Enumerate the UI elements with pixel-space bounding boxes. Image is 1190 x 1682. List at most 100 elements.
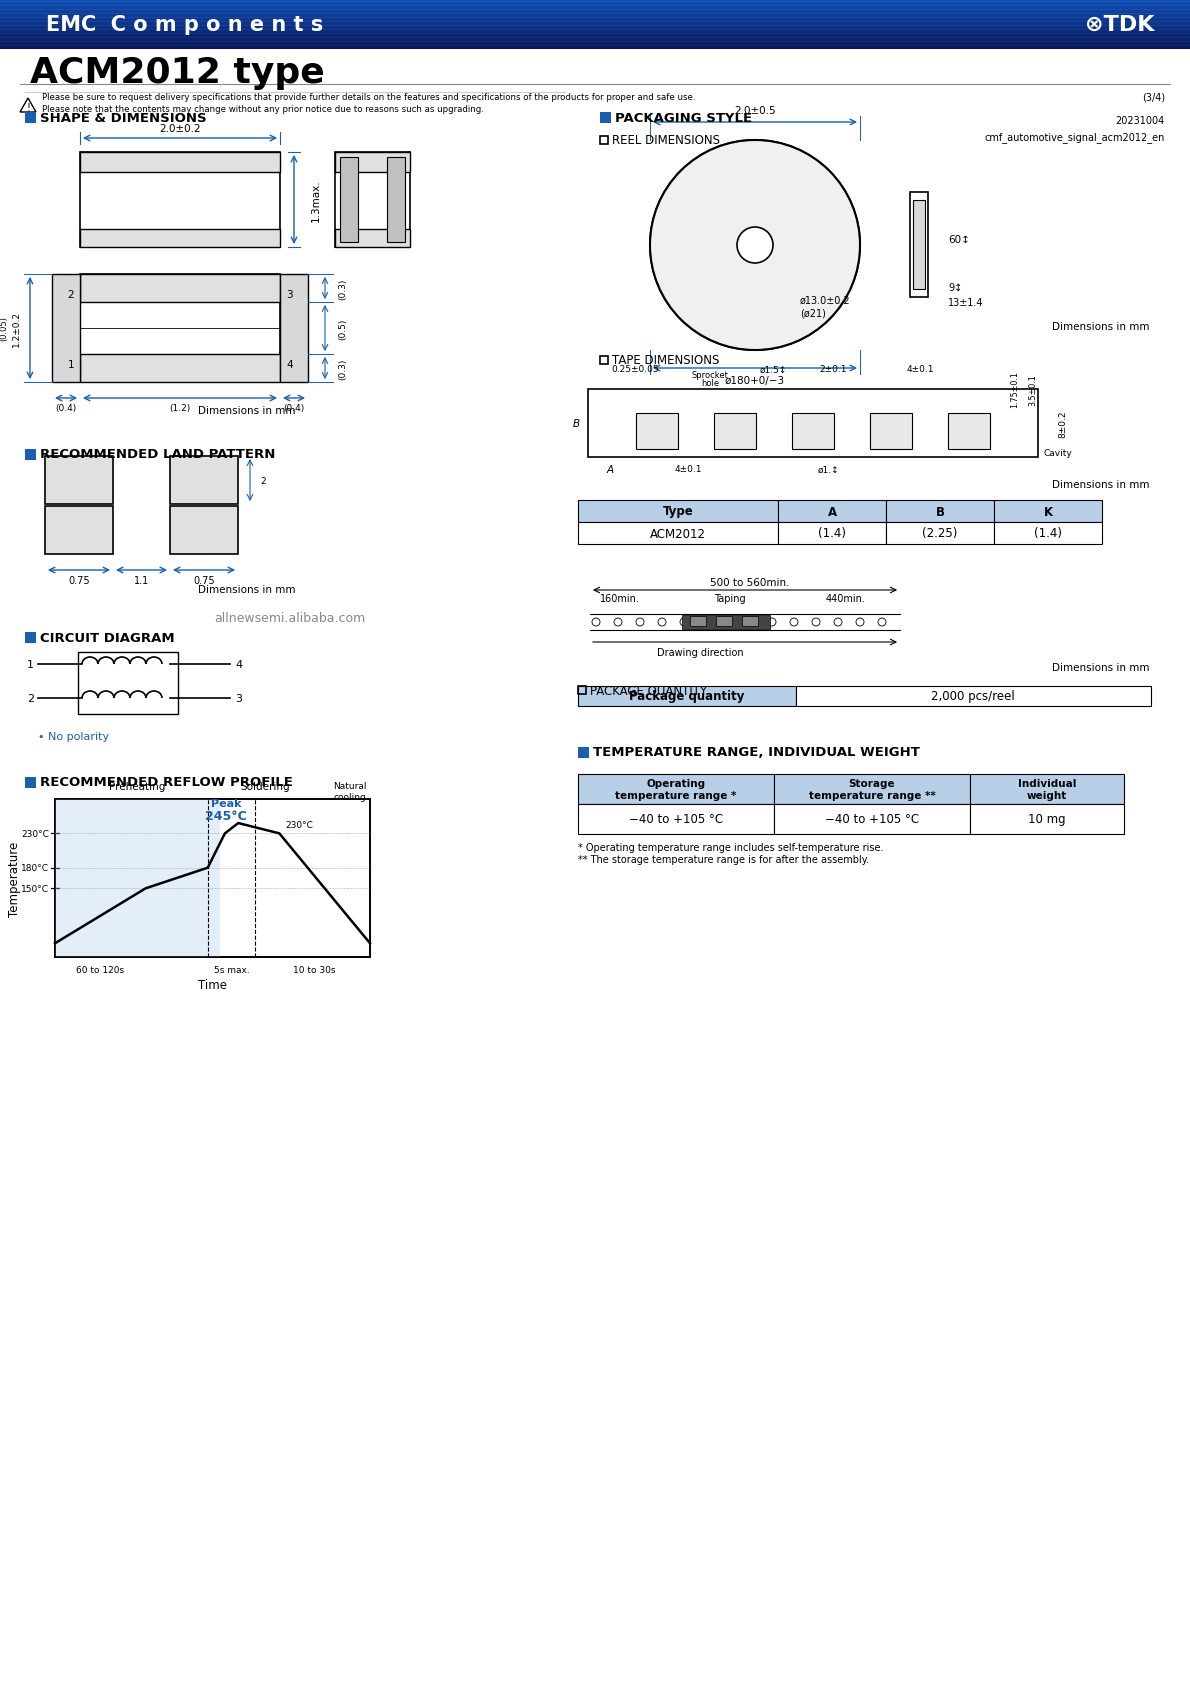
Bar (0, 42, 1190, 44)
Text: ACM2012: ACM2012 (650, 526, 706, 540)
Bar (0, 15, 1190, 17)
Text: 4: 4 (234, 659, 242, 669)
Bar (887, 523, 994, 545)
Bar (80, 230, 280, 247)
Bar (0, 32, 1190, 34)
Circle shape (719, 395, 733, 410)
Bar (45, 506, 113, 555)
Text: 1: 1 (68, 360, 74, 370)
Bar (0, 2, 1190, 3)
Text: 1.3max.: 1.3max. (311, 178, 321, 222)
Text: ø1.↕: ø1.↕ (818, 466, 839, 474)
Text: 13±1.4: 13±1.4 (948, 298, 983, 308)
Bar (994, 501, 1102, 523)
Text: Dimensions in mm: Dimensions in mm (1052, 479, 1150, 489)
Text: Operating
temperature range *: Operating temperature range * (615, 779, 737, 801)
Text: RECOMMENDED LAND PATTERN: RECOMMENDED LAND PATTERN (40, 447, 275, 461)
Bar (0, 39, 1190, 40)
Text: Type: Type (663, 505, 694, 518)
Bar (778, 501, 887, 523)
Bar (635, 414, 678, 449)
Text: 60↕: 60↕ (948, 235, 970, 246)
Text: (0.3): (0.3) (338, 358, 347, 380)
Text: Dimensions in mm: Dimensions in mm (198, 405, 295, 415)
Text: −40 to +105 °C: −40 to +105 °C (630, 812, 724, 826)
Bar (578, 523, 778, 545)
Text: • No polarity: • No polarity (38, 732, 109, 742)
Bar (793, 414, 834, 449)
Bar (336, 230, 411, 247)
Circle shape (768, 619, 776, 627)
Text: 245°C: 245°C (206, 809, 248, 822)
Bar (0, 0, 1190, 2)
Text: 9↕: 9↕ (948, 283, 963, 293)
Circle shape (878, 619, 887, 627)
Bar (0, 13, 1190, 15)
Circle shape (834, 619, 843, 627)
Bar (600, 357, 608, 365)
Text: Drawing direction: Drawing direction (657, 648, 744, 658)
Text: 3: 3 (234, 693, 242, 703)
Bar (578, 501, 778, 523)
Bar (774, 774, 970, 804)
Text: (0.4): (0.4) (283, 404, 305, 414)
Circle shape (724, 619, 732, 627)
Bar (588, 390, 1038, 458)
Bar (578, 686, 585, 695)
Circle shape (650, 141, 860, 352)
Bar (0, 5, 1190, 7)
Circle shape (746, 619, 754, 627)
Text: 2.0±0.5: 2.0±0.5 (734, 106, 776, 116)
Text: Please be sure to request delivery specifications that provide further details o: Please be sure to request delivery speci… (42, 94, 695, 103)
Text: Natural
cooling: Natural cooling (333, 782, 367, 801)
Bar (0, 40, 1190, 42)
Bar (52, 274, 80, 383)
Bar (600, 136, 608, 145)
Bar (0, 47, 1190, 49)
Circle shape (591, 619, 600, 627)
Bar (340, 158, 358, 242)
Circle shape (1012, 439, 1021, 449)
Bar (910, 193, 928, 298)
Text: B: B (572, 419, 580, 429)
Text: 8±0.2: 8±0.2 (1058, 410, 1067, 437)
Bar (0, 24, 1190, 25)
Text: 1.75±0.1: 1.75±0.1 (1010, 372, 1020, 409)
Text: Preheating: Preheating (108, 782, 165, 792)
Text: (2.25): (2.25) (922, 526, 958, 540)
Text: Sprocket: Sprocket (691, 370, 728, 378)
Circle shape (835, 395, 848, 410)
Bar (0, 3, 1190, 5)
Text: Taping: Taping (714, 594, 746, 604)
Bar (0, 29, 1190, 30)
Bar (0, 30, 1190, 32)
Bar (25, 777, 36, 789)
Bar (994, 523, 1102, 545)
Text: 10 to 30s: 10 to 30s (294, 965, 336, 976)
Bar (336, 153, 411, 173)
Text: 180°C: 180°C (21, 863, 49, 873)
Bar (0, 32, 1190, 34)
Bar (690, 617, 706, 627)
Bar (0, 19, 1190, 20)
Bar (0, 37, 1190, 39)
Bar (0, 29, 1190, 30)
Bar (0, 10, 1190, 12)
Circle shape (856, 619, 864, 627)
Text: (1.4): (1.4) (1034, 526, 1061, 540)
Bar (280, 274, 308, 383)
Text: ø180+0/−3: ø180+0/−3 (725, 375, 785, 385)
Bar (387, 158, 405, 242)
Bar (25, 632, 36, 643)
Text: K: K (1044, 505, 1053, 518)
Bar (0, 19, 1190, 20)
Bar (170, 506, 238, 555)
Text: 0.75: 0.75 (193, 575, 215, 585)
Text: REEL DIMENSIONS: REEL DIMENSIONS (612, 135, 720, 148)
Bar (0, 20, 1190, 22)
Circle shape (605, 439, 615, 449)
Bar (0, 45, 1190, 47)
Bar (55, 799, 220, 957)
Bar (600, 113, 610, 123)
Text: 0.25±0.05: 0.25±0.05 (612, 365, 659, 375)
